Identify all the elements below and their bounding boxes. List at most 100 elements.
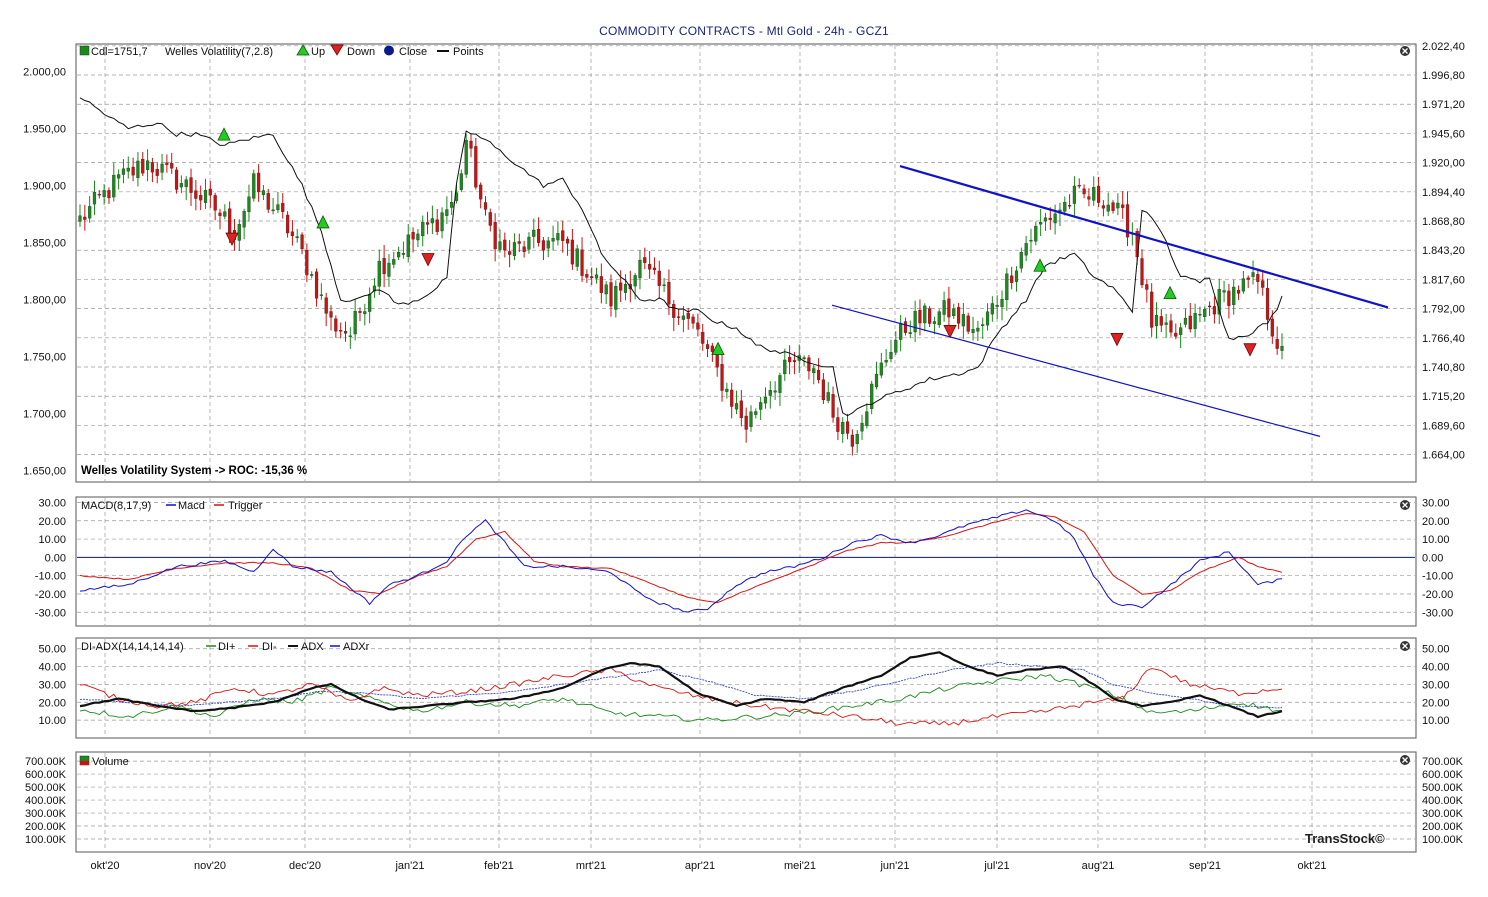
candle-body <box>932 321 937 324</box>
candle-body <box>170 163 174 169</box>
points-line <box>79 97 1283 417</box>
candle-body <box>648 264 652 270</box>
candle-body <box>894 339 898 353</box>
candle-body <box>908 332 912 334</box>
candle-body <box>565 238 570 244</box>
candle-body <box>1251 272 1255 277</box>
candle-body <box>401 253 406 255</box>
candle-body <box>425 222 430 225</box>
candle-body <box>440 212 444 232</box>
legend-points: Points <box>453 46 484 58</box>
candle-body <box>1207 305 1212 308</box>
candle-body <box>850 434 854 447</box>
candle-body <box>237 224 241 241</box>
volume-close-button[interactable] <box>1400 755 1410 765</box>
candle-body <box>498 241 502 250</box>
close-dot-icon <box>384 45 394 56</box>
candle-body <box>228 208 232 234</box>
candle-body <box>353 311 357 335</box>
candle-body <box>1092 187 1096 201</box>
candle-body <box>1193 313 1197 329</box>
candle-body <box>155 169 159 176</box>
volume-tick-left: 500.00K <box>25 782 67 794</box>
candle-body <box>141 158 145 174</box>
candle-body <box>580 249 584 276</box>
candle-body <box>1068 205 1072 207</box>
candle-body <box>459 173 463 190</box>
candle-body <box>1106 204 1110 212</box>
volume-panel-frame <box>75 751 1417 853</box>
x-tick-label: jan'21 <box>394 860 424 872</box>
candle-body <box>1029 239 1033 242</box>
candle-body <box>1232 286 1236 305</box>
candle-body <box>1270 318 1274 337</box>
candle-body <box>638 259 642 279</box>
candle-body <box>372 285 377 292</box>
candle-body <box>1256 274 1260 282</box>
macd-tick-left: 0.00 <box>45 552 66 564</box>
candle-body <box>469 140 473 149</box>
macd-legend-label: MACD(8,17,9) <box>81 500 151 512</box>
candle-body <box>1198 313 1202 316</box>
macd-tick-right: 20.00 <box>1422 516 1450 528</box>
candle-body <box>107 190 111 199</box>
macd-close-button[interactable] <box>1400 500 1410 510</box>
candle-body <box>720 364 724 391</box>
macd-tick-right: -30.00 <box>1422 607 1453 619</box>
candle-body <box>643 257 647 263</box>
candle-body <box>83 216 87 220</box>
candle-body <box>1087 196 1091 200</box>
candle-body <box>160 163 164 173</box>
adx-tick-right: 40.00 <box>1422 662 1450 674</box>
y-tick-label-right: 1.868,80 <box>1422 216 1465 228</box>
macd-tick-left: 30.00 <box>38 497 66 509</box>
y-tick-label-right: 1.689,60 <box>1422 420 1465 432</box>
candle-body <box>1034 225 1038 242</box>
adx-legend-diminus: DI- <box>262 641 277 653</box>
up-signal-icon <box>316 215 330 229</box>
adx-tick-left: 20.00 <box>38 697 66 709</box>
main-close-button[interactable] <box>1400 46 1410 56</box>
candle-body <box>903 321 908 333</box>
candle-body <box>1261 280 1265 288</box>
y-tick-label-left: 1.650,00 <box>23 466 66 478</box>
macd-line <box>79 509 1283 613</box>
y-tick-label-right: 1.971,20 <box>1422 99 1465 111</box>
adx-close-button[interactable] <box>1400 641 1410 651</box>
candle-body <box>676 316 681 318</box>
candle-body <box>194 190 198 199</box>
candle-body <box>681 315 686 320</box>
candle-body <box>971 329 975 333</box>
chart-title: COMMODITY CONTRACTS - Mtl Gold - 24h - G… <box>599 24 889 38</box>
candle-body <box>865 411 869 426</box>
candle-body <box>1150 291 1154 328</box>
candle-body <box>300 234 304 250</box>
candle-body <box>985 311 990 326</box>
candle-body <box>792 360 797 362</box>
candle-body <box>633 275 637 287</box>
candle-body <box>1043 217 1048 222</box>
candle-body <box>575 248 579 267</box>
candle-body <box>1265 288 1270 320</box>
candle-body <box>667 281 671 305</box>
y-tick-label-right: 1.996,80 <box>1422 70 1465 82</box>
y-tick-label-right: 1.920,00 <box>1422 158 1465 170</box>
candle-body <box>807 357 811 372</box>
y-tick-label-left: 1.800,00 <box>23 295 66 307</box>
macd-legend-trigger: Trigger <box>228 500 263 512</box>
candle-body <box>855 434 859 445</box>
volume-tick-right: 600.00K <box>1422 769 1464 781</box>
candle-body <box>619 282 623 291</box>
candle-body <box>406 234 410 257</box>
candle-body <box>493 222 497 250</box>
x-tick-label: okt'21 <box>1297 860 1326 872</box>
y-tick-label-left: 1.700,00 <box>23 409 66 421</box>
volume-tick-left: 100.00K <box>25 834 67 846</box>
candle-body <box>483 202 488 210</box>
x-tick-label: sep'21 <box>1189 860 1221 872</box>
candle-body <box>928 308 932 324</box>
adx-tick-left: 30.00 <box>38 679 66 691</box>
candle-body <box>730 389 734 407</box>
y-tick-label-left: 1.850,00 <box>23 237 66 249</box>
legend-down: Down <box>347 46 375 58</box>
